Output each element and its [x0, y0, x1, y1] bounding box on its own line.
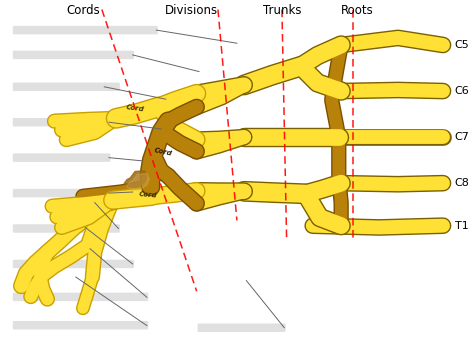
- Text: Trunks: Trunks: [263, 4, 301, 17]
- FancyBboxPatch shape: [13, 118, 110, 126]
- Text: Cords: Cords: [66, 4, 100, 17]
- Text: Cord: Cord: [138, 191, 157, 199]
- Polygon shape: [124, 171, 147, 187]
- Text: C6: C6: [455, 86, 470, 96]
- FancyBboxPatch shape: [198, 323, 286, 332]
- FancyBboxPatch shape: [13, 51, 134, 59]
- Text: C8: C8: [455, 178, 470, 188]
- FancyBboxPatch shape: [13, 260, 134, 268]
- Text: Cord: Cord: [154, 147, 173, 157]
- FancyBboxPatch shape: [13, 83, 120, 91]
- FancyBboxPatch shape: [13, 293, 148, 301]
- Text: C5: C5: [455, 40, 470, 50]
- FancyBboxPatch shape: [13, 321, 148, 329]
- FancyBboxPatch shape: [13, 224, 120, 233]
- Text: T1: T1: [455, 221, 469, 231]
- FancyBboxPatch shape: [13, 153, 110, 162]
- Text: Cord: Cord: [126, 104, 145, 113]
- FancyBboxPatch shape: [13, 189, 110, 197]
- Text: Divisions: Divisions: [165, 4, 219, 17]
- Text: C7: C7: [455, 132, 470, 142]
- Polygon shape: [127, 174, 149, 190]
- FancyBboxPatch shape: [13, 26, 158, 34]
- Text: Roots: Roots: [341, 4, 374, 17]
